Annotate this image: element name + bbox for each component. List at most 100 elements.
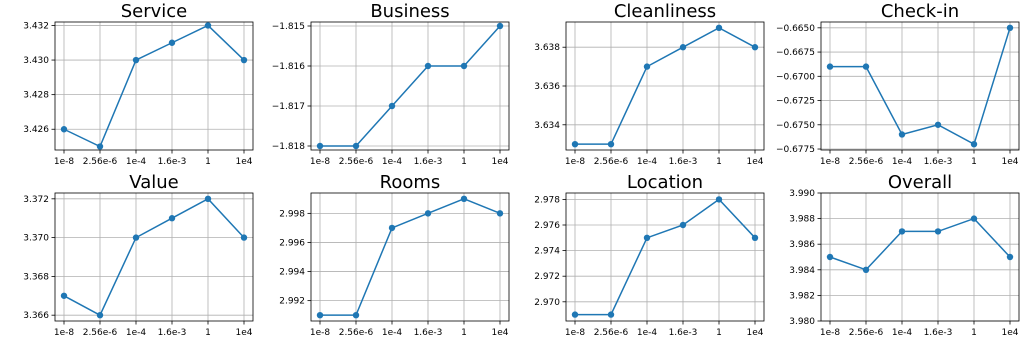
x-tick-label: 1e4	[236, 328, 253, 338]
x-tick-label: 2.56e-6	[83, 328, 118, 338]
x-tick-label: 1	[716, 328, 722, 338]
x-tick-label: 2.56e-6	[594, 157, 629, 167]
x-tick-label: 1.6e-3	[924, 157, 953, 167]
data-point	[934, 121, 942, 128]
x-tick-label: 1e4	[747, 157, 764, 167]
y-tick-label: 3.990	[789, 189, 815, 199]
y-tick-label: −0.6750	[776, 121, 815, 131]
x-tick-label: 1e-4	[637, 328, 658, 338]
y-tick-label: 2.972	[534, 272, 560, 282]
data-point	[496, 22, 504, 30]
y-tick-label: −1.816	[272, 62, 306, 72]
y-tick-label: 3.636	[534, 82, 560, 92]
data-point	[132, 56, 140, 64]
y-tick-label: 3.638	[534, 43, 560, 53]
chart-title: Cleanliness	[614, 1, 716, 22]
data-point	[424, 210, 432, 217]
data-point	[898, 228, 906, 235]
data-point	[496, 210, 504, 217]
y-tick-label: −0.6650	[776, 24, 815, 34]
y-tick-label: 3.988	[789, 215, 815, 225]
x-tick-label: 1e4	[492, 157, 509, 167]
chart-panel-location: 1e-8 2.56e-6 1e-4 1.6e-3 1 1e4 2.970 2.972 2.974…	[534, 172, 765, 338]
data-point	[715, 24, 723, 32]
x-tick-label: 1e-8	[820, 328, 841, 338]
x-tick-label: 1e-8	[310, 157, 331, 167]
x-tick-label: 1e-4	[637, 157, 658, 167]
y-tick-label: 3.984	[789, 266, 815, 276]
data-point	[643, 234, 651, 241]
data-point	[862, 266, 870, 273]
axes-frame	[310, 192, 510, 322]
y-tick-label: 2.976	[534, 221, 560, 231]
x-tick-label: 1e4	[1002, 157, 1019, 167]
x-tick-label: 2.56e-6	[849, 157, 884, 167]
y-tick-label: 3.370	[23, 234, 49, 244]
y-tick-label: 2.996	[279, 238, 305, 248]
x-tick-label: 1	[205, 157, 211, 167]
y-tick-label: 2.998	[279, 209, 305, 219]
x-tick-label: 1.6e-3	[158, 157, 187, 167]
data-point	[1006, 253, 1014, 261]
axes-frame	[820, 21, 1020, 151]
chart-panel-overall: 1e-8 2.56e-6 1e-4 1.6e-3 1 1e4 3.980 3.982 3.984…	[789, 172, 1020, 338]
y-tick-label: −1.815	[272, 22, 305, 32]
data-point	[240, 56, 248, 64]
data-point	[316, 311, 324, 319]
data-point	[316, 142, 324, 150]
x-tick-label: 1e-8	[310, 328, 331, 338]
data-point	[204, 195, 212, 203]
chart-title: Business	[370, 1, 449, 22]
x-tick-label: 1e-4	[126, 157, 147, 167]
data-point	[970, 140, 978, 148]
data-point	[60, 292, 68, 299]
data-point	[424, 62, 432, 70]
data-point	[571, 311, 579, 318]
y-tick-label: 3.980	[789, 317, 815, 327]
data-point	[168, 215, 176, 222]
x-tick-label: 1.6e-3	[158, 328, 187, 338]
x-tick-label: 1e-4	[126, 328, 147, 338]
axes-frame	[565, 192, 765, 322]
x-tick-label: 1	[461, 328, 467, 338]
x-tick-label: 1e-4	[892, 328, 913, 338]
axes-frame	[820, 192, 1020, 322]
x-tick-label: 1e-8	[820, 157, 841, 167]
data-point	[571, 140, 579, 148]
x-tick-label: 1e4	[1002, 328, 1019, 338]
series-line	[63, 24, 245, 148]
x-tick-label: 1e4	[236, 157, 253, 167]
series-line	[63, 197, 245, 317]
series-line	[320, 25, 501, 147]
data-point	[352, 311, 360, 319]
y-tick-label: 3.426	[23, 125, 49, 135]
y-tick-label: 3.986	[789, 240, 815, 250]
chart-title: Check-in	[881, 1, 959, 22]
x-tick-label: 1e-8	[565, 157, 586, 167]
y-tick-label: 3.428	[23, 91, 49, 101]
data-point	[751, 234, 759, 241]
data-point	[132, 234, 140, 241]
data-point	[862, 63, 870, 70]
axes-frame	[54, 21, 254, 151]
x-tick-label: 1	[716, 157, 722, 167]
data-point	[1006, 24, 1014, 32]
data-point	[240, 234, 248, 241]
data-point	[826, 63, 834, 70]
chart-title: Service	[121, 1, 188, 22]
x-tick-label: 1	[971, 328, 977, 338]
x-tick-label: 1.6e-3	[669, 157, 698, 167]
y-tick-label: 2.970	[534, 298, 560, 308]
x-tick-label: 1e-4	[382, 157, 403, 167]
chart-panel-rooms: 1e-8 2.56e-6 1e-4 1.6e-3 1 1e4 2.992 2.994 2.996…	[279, 172, 510, 338]
x-tick-label: 1	[971, 157, 977, 167]
y-tick-label: −0.6700	[776, 72, 815, 82]
data-point	[168, 39, 176, 46]
chart-panel-cleanliness: 1e-8 2.56e-6 1e-4 1.6e-3 1 1e4 3.634 3.636 3.638…	[534, 1, 765, 167]
x-tick-label: 1	[205, 328, 211, 338]
y-tick-label: 3.432	[23, 21, 49, 31]
data-point	[607, 311, 615, 318]
y-tick-label: 3.634	[534, 121, 560, 131]
x-tick-label: 2.56e-6	[339, 157, 374, 167]
x-tick-label: 2.56e-6	[83, 157, 118, 167]
